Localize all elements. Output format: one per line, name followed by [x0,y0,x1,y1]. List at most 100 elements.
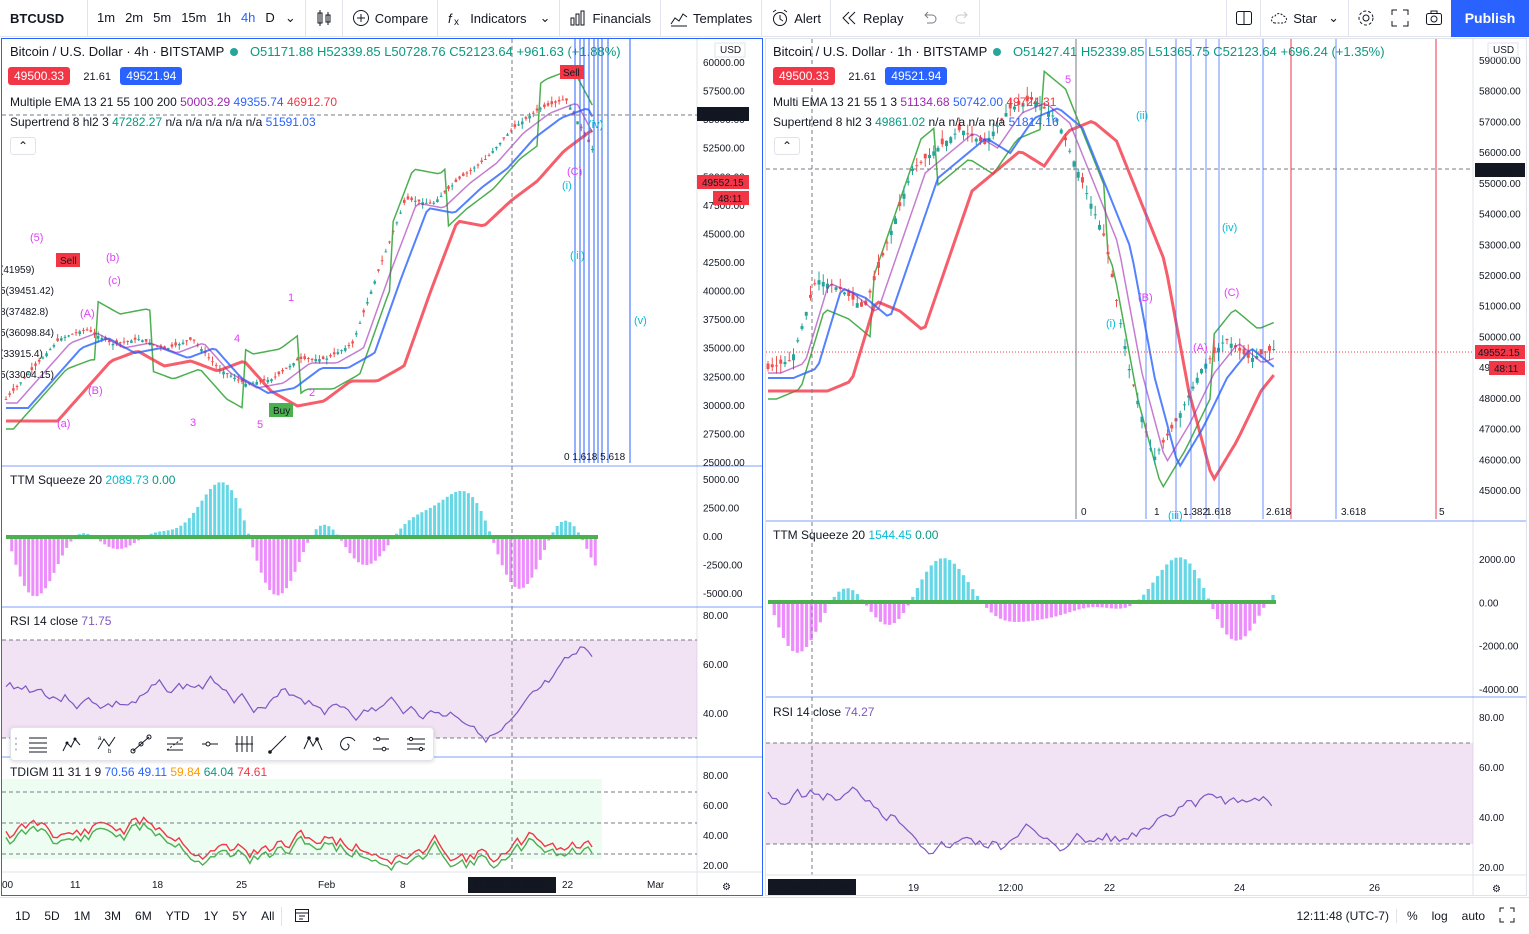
candle-body [1085,193,1089,195]
candle-body [476,164,480,166]
histogram-bar [1035,602,1040,621]
range-6m[interactable]: 6M [135,909,152,923]
tool-elliott-impulse-icon[interactable] [55,728,89,760]
compare-button[interactable]: Compare [343,0,439,37]
range-1m[interactable]: 1M [73,909,91,923]
alert-button[interactable]: Alert [762,0,831,37]
tool-pattern-icon[interactable] [296,728,330,760]
tool-fib-spiral-icon[interactable] [330,728,364,760]
interval-5m[interactable]: 5m [153,10,172,25]
rsi-band [2,640,697,738]
percent-toggle[interactable]: % [1395,909,1425,923]
histogram-bar [1165,564,1169,602]
range-5y[interactable]: 5Y [232,909,248,923]
ema-legend-left[interactable]: Multiple EMA 13 21 55 100 200 50003.29 4… [10,95,337,109]
range-ytd[interactable]: YTD [165,909,190,923]
collapse-legend-button[interactable]: ⌃ [774,137,800,155]
redo-button[interactable] [946,0,981,37]
candle-body [432,202,436,204]
chevron-down-icon[interactable]: ⌄ [539,10,551,25]
chart-pane-right[interactable]: 59000.00 58000.00 57000.00 56000.00 55000.00… [765,38,1527,896]
ttm-legend-left[interactable]: TTM Squeeze 20 2089.73 0.00 [10,473,175,487]
histogram-bar [809,602,813,641]
ema-legend-right[interactable]: Multi EMA 13 21 55 1 3 51134.68 50742.00… [773,95,1056,109]
ask-price[interactable]: 49521.94 [120,67,183,85]
candle-body [1119,323,1123,325]
ttm-v1: 2089.73 [105,473,149,487]
replay-button[interactable]: Replay [831,0,912,37]
interval-1m[interactable]: 1m [97,10,116,25]
chart-canvas-left[interactable]: 60000.0057500.0055000.0052500.0050000.00… [2,39,762,895]
tool-lines-icon[interactable] [21,728,55,760]
tool-parallel-channel-icon[interactable] [399,728,433,760]
candle-body [284,367,288,369]
star-button[interactable]: Star ⌄ [1260,0,1349,37]
supertrend-legend-left[interactable]: Supertrend 8 hl2 3 47282.27 n/a n/a n/a … [10,115,316,129]
candle-body [362,310,365,313]
bid-price[interactable]: 49500.33 [773,67,836,85]
fib-level-label: 1.382 [1183,507,1208,518]
tool-horizontal-ray-icon[interactable] [193,728,227,760]
histogram-bar [1188,563,1192,602]
ttm-legend-right[interactable]: TTM Squeeze 20 1544.45 0.00 [773,528,938,542]
templates-button[interactable]: Templates [661,0,763,37]
interval-2m[interactable]: 2m [125,10,144,25]
candle-body [4,398,8,400]
price-tick-label: 55000.00 [1479,179,1521,190]
tool-vertical-lines-icon[interactable] [227,728,261,760]
histogram-bar [543,537,546,551]
settings-button[interactable] [1349,0,1383,37]
chart-pane-left[interactable]: 60000.0057500.0055000.0052500.0050000.00… [1,38,763,896]
drag-handle[interactable]: ⋮ [8,736,24,753]
tool-fib-icon[interactable] [158,728,192,760]
auto-toggle[interactable]: auto [1461,909,1485,923]
tool-ray-icon[interactable] [261,728,295,760]
layout-button[interactable] [1226,0,1260,37]
chevron-down-icon[interactable]: ⌄ [284,10,296,25]
candle-body [1229,343,1233,348]
histogram-bar [255,537,259,561]
histogram-bar [576,532,580,537]
clock-time[interactable]: 12:11:48 (UTC-7) [1296,909,1389,923]
chevron-down-icon[interactable]: ⌄ [1328,10,1339,25]
candle-body [915,165,919,167]
interval-d[interactable]: D [265,10,275,25]
rsi-legend-left[interactable]: RSI 14 close 71.75 [10,614,111,628]
chart-type-button[interactable] [306,0,343,37]
range-1y[interactable]: 1Y [203,909,219,923]
rsi-legend-right[interactable]: RSI 14 close 74.27 [773,705,874,719]
financials-button[interactable]: Financials [560,0,661,37]
symbol-search[interactable]: BTCUSD [0,0,88,37]
histogram-bar [1211,602,1215,610]
goto-date-button[interactable] [281,906,317,926]
collapse-legend-button[interactable]: ⌃ [10,137,36,155]
clipped-level-label: 8(37482.8) [2,307,48,318]
interval-1h[interactable]: 1h [216,10,231,25]
ask-price[interactable]: 49521.94 [885,67,948,85]
ttm-v2: 0.00 [152,473,176,487]
bid-price[interactable]: 49500.33 [8,67,71,85]
range-5d[interactable]: 5D [44,909,60,923]
tool-ranges-icon[interactable] [364,728,398,760]
tdi-legend-left[interactable]: TDIGM 11 31 1 9 70.56 49.11 59.84 64.04 … [10,765,267,779]
snapshot-button[interactable] [1417,0,1451,37]
publish-button[interactable]: Publish [1451,0,1529,37]
tool-trendline-icon[interactable] [124,728,158,760]
interval-4h[interactable]: 4h [240,10,256,25]
range-all[interactable]: All [261,909,275,923]
undo-button[interactable] [912,0,946,37]
histogram-bar [568,522,572,537]
chart-canvas-right[interactable]: 59000.00 58000.00 57000.00 56000.00 55000.00… [766,39,1527,896]
fullscreen-button[interactable] [1383,0,1417,37]
range-1d[interactable]: 1D [15,909,31,923]
interval-15m[interactable]: 15m [181,10,207,25]
log-toggle[interactable]: log [1431,909,1448,923]
candle-body [207,357,211,359]
supertrend-legend-right[interactable]: Supertrend 8 hl2 3 49861.02 n/a n/a n/a … [773,115,1059,129]
ema-fast-line [768,102,1275,463]
maximize-button[interactable] [1492,907,1529,926]
range-3m[interactable]: 3M [104,909,122,923]
